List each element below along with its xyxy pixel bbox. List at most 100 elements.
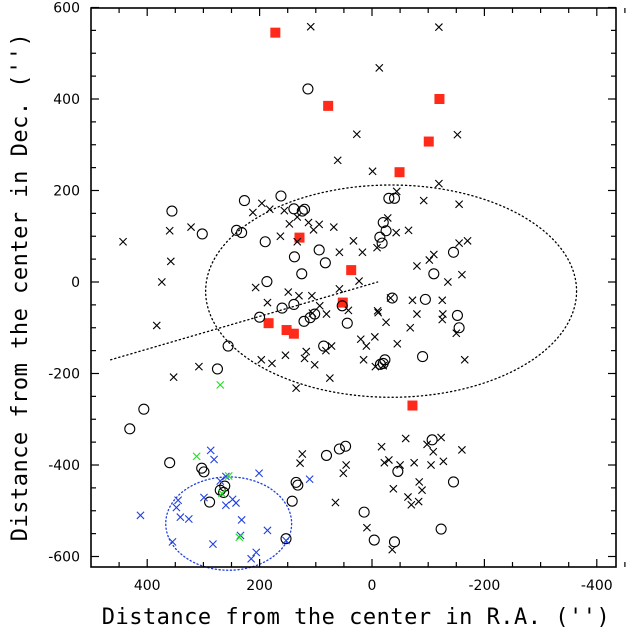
x-marker <box>352 130 361 139</box>
circle-marker <box>318 340 330 352</box>
x-marker <box>383 213 392 222</box>
x-marker <box>282 536 291 545</box>
circle-marker <box>340 440 352 452</box>
circle-marker <box>453 322 465 334</box>
x-marker <box>327 342 336 351</box>
x-marker <box>176 513 185 522</box>
x-marker <box>380 458 389 467</box>
x-marker <box>251 283 260 292</box>
x-marker <box>265 205 274 214</box>
x-marker <box>419 196 428 205</box>
x-marker <box>300 354 309 363</box>
x-marker <box>322 310 331 319</box>
x-marker <box>302 347 311 356</box>
square-marker <box>394 167 405 178</box>
x-marker <box>429 250 438 259</box>
x-marker <box>335 248 344 257</box>
circle-marker <box>238 195 250 207</box>
y-tick-label: 0 <box>71 275 80 291</box>
circle-marker <box>299 203 311 215</box>
y-tick-labels: 600 400 200 0 -200 -400 -600 <box>48 1 80 566</box>
x-marker <box>298 450 307 459</box>
circle-marker <box>388 192 401 204</box>
x-marker <box>136 511 145 520</box>
circle-marker <box>288 298 300 310</box>
circle-marker <box>333 443 345 455</box>
x-marker <box>257 199 266 208</box>
x-marker <box>263 526 272 535</box>
x-marker <box>285 219 294 228</box>
axis-ticks <box>91 6 626 567</box>
x-marker <box>370 332 379 341</box>
circle-marker <box>426 434 438 446</box>
x-marker <box>208 540 217 549</box>
circle-marker <box>376 237 388 249</box>
x-marker <box>463 236 472 245</box>
circle-marker <box>198 466 210 478</box>
x-marker <box>216 477 225 486</box>
circle-marker <box>386 292 398 304</box>
square-marker <box>423 136 434 147</box>
x-marker <box>119 237 128 246</box>
plot-frame <box>90 7 617 568</box>
square-marker <box>407 400 418 411</box>
square-marker <box>346 265 357 276</box>
x-marker <box>373 243 382 252</box>
x-marker <box>165 226 174 235</box>
circle-marker <box>374 231 386 243</box>
x-marker <box>349 236 358 245</box>
x-marker <box>368 167 377 176</box>
x-marker <box>321 346 330 355</box>
square-marker <box>323 100 334 111</box>
x-axis-title: Distance from the center in R.A. ('') <box>102 605 611 630</box>
x-marker <box>210 455 219 464</box>
circle-marker <box>290 476 302 488</box>
x-marker <box>192 452 201 461</box>
circle-marker <box>319 257 331 269</box>
x-marker <box>157 278 166 286</box>
circle-marker <box>388 536 401 548</box>
circle-marker <box>336 300 348 312</box>
x-marker <box>235 533 244 542</box>
circle-marker <box>254 311 266 323</box>
x-marker <box>292 384 301 393</box>
x-tick-label: -400 <box>581 578 613 594</box>
circle-marker <box>419 293 431 305</box>
x-marker <box>437 433 446 442</box>
circle-marker <box>383 192 395 204</box>
circle-marker <box>320 449 333 461</box>
circle-marker <box>447 246 460 258</box>
x-tick-labels: 400 200 0 -200 -400 <box>134 578 613 594</box>
x-marker <box>174 496 183 505</box>
x-marker <box>305 475 314 484</box>
square-marker <box>263 318 274 329</box>
x-marker <box>257 355 266 364</box>
circle-marker <box>435 523 447 535</box>
x-marker <box>335 284 344 293</box>
x-marker <box>308 309 317 318</box>
x-marker <box>237 515 246 524</box>
x-marker <box>252 548 261 557</box>
y-tick-label: -200 <box>48 367 80 383</box>
circle-marker <box>304 312 316 324</box>
x-marker <box>415 477 424 486</box>
x-marker <box>216 380 225 389</box>
x-marker <box>206 446 215 455</box>
circle-marker <box>358 506 370 518</box>
x-marker <box>267 359 276 368</box>
dotted-line-annotation <box>110 281 379 361</box>
x-marker <box>396 461 405 469</box>
x-marker <box>425 256 434 265</box>
circle-marker <box>447 476 460 488</box>
dotted-circle-annotation <box>165 476 293 571</box>
y-tick-label: 400 <box>53 92 80 108</box>
circle-marker <box>368 534 380 546</box>
x-marker <box>392 187 401 196</box>
circle-marker <box>417 351 429 363</box>
x-marker <box>329 223 338 232</box>
x-marker <box>248 208 257 217</box>
x-marker <box>408 296 417 305</box>
circle-marker <box>236 227 248 239</box>
x-marker <box>331 498 340 507</box>
x-marker <box>199 493 208 502</box>
